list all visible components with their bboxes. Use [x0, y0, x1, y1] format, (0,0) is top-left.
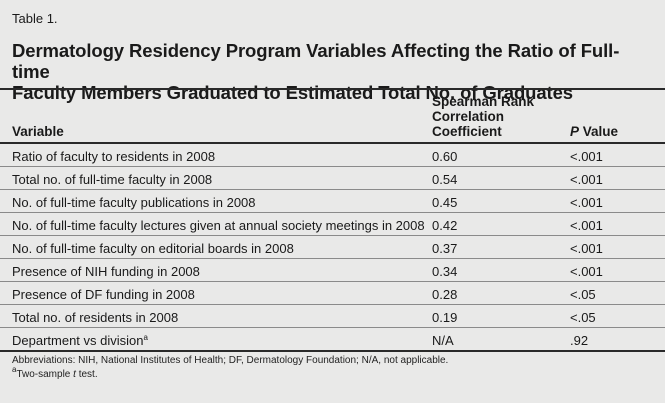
footnote-abbreviations: Abbreviations: NIH, National Institutes …	[12, 355, 449, 366]
table-row: Total no. of residents in 2008 0.19 <.05	[0, 305, 665, 328]
footnote-test-marker: a	[12, 365, 17, 374]
cell-variable: Total no. of full-time faculty in 2008	[12, 172, 213, 187]
table-row: Presence of NIH funding in 2008 0.34 <.0…	[0, 259, 665, 282]
footnote-test: aTwo-sample t test.	[12, 366, 98, 381]
table-row: No. of full-time faculty lectures given …	[0, 213, 665, 236]
table-label: Table 1.	[12, 11, 58, 26]
header-p-rest: Value	[579, 124, 619, 139]
cell-p-value: <.05	[570, 287, 596, 302]
cell-variable-text: Department vs division	[12, 333, 144, 348]
table-row: No. of full-time faculty publications in…	[0, 190, 665, 213]
cell-coefficient: 0.19	[432, 310, 458, 325]
header-variable: Variable	[12, 124, 64, 139]
cell-coefficient: N/A	[432, 333, 454, 348]
footnote-test-italic: t	[73, 369, 76, 380]
title-line-2: Faculty Members Graduated to Estimated T…	[12, 82, 573, 103]
cell-p-value: .92	[570, 333, 589, 348]
cell-variable: Ratio of faculty to residents in 2008	[12, 149, 216, 164]
cell-p-value: <.001	[570, 149, 603, 164]
table-body: Ratio of faculty to residents in 2008 0.…	[0, 144, 665, 352]
cell-variable: Department vs divisiona	[12, 333, 148, 348]
header-spearman-line-2: Correlation	[432, 109, 505, 124]
header-p-value: P Value	[570, 124, 618, 139]
cell-p-value: <.001	[570, 195, 603, 210]
cell-coefficient: 0.45	[432, 195, 458, 210]
table-row: Ratio of faculty to residents in 2008 0.…	[0, 144, 665, 167]
cell-variable: No. of full-time faculty publications in…	[12, 195, 256, 210]
cell-variable: Presence of NIH funding in 2008	[12, 264, 200, 279]
footnote-test-pre: Two-sample	[16, 369, 74, 380]
top-rule	[0, 88, 665, 90]
cell-p-value: <.001	[570, 172, 603, 187]
footnote-test-post: test.	[75, 369, 98, 380]
table-title: Dermatology Residency Program Variables …	[12, 40, 652, 103]
header-rule	[0, 142, 665, 144]
header-spearman: Spearman Rank Correlation Coefficient	[432, 94, 534, 139]
cell-p-value: <.001	[570, 264, 603, 279]
cell-variable: Presence of DF funding in 2008	[12, 287, 195, 302]
cell-p-value: <.001	[570, 241, 603, 256]
table-row: No. of full-time faculty on editorial bo…	[0, 236, 665, 259]
table-row: Department vs divisiona N/A .92	[0, 328, 665, 352]
title-line-1: Dermatology Residency Program Variables …	[12, 40, 620, 82]
cell-p-value: <.05	[570, 310, 596, 325]
header-spearman-line-3: Coefficient	[432, 124, 502, 139]
cell-coefficient: 0.37	[432, 241, 458, 256]
header-spearman-line-1: Spearman Rank	[432, 94, 535, 109]
cell-variable: No. of full-time faculty on editorial bo…	[12, 241, 294, 256]
table-row: Presence of DF funding in 2008 0.28 <.05	[0, 282, 665, 305]
cell-coefficient: 0.54	[432, 172, 458, 187]
table-row: Total no. of full-time faculty in 2008 0…	[0, 167, 665, 190]
footnote-marker: a	[143, 333, 148, 342]
cell-coefficient: 0.28	[432, 287, 458, 302]
cell-p-value: <.001	[570, 218, 603, 233]
cell-coefficient: 0.34	[432, 264, 458, 279]
cell-coefficient: 0.42	[432, 218, 458, 233]
header-p-letter: P	[570, 124, 580, 139]
cell-variable: Total no. of residents in 2008	[12, 310, 179, 325]
cell-coefficient: 0.60	[432, 149, 458, 164]
cell-variable: No. of full-time faculty lectures given …	[12, 218, 425, 233]
